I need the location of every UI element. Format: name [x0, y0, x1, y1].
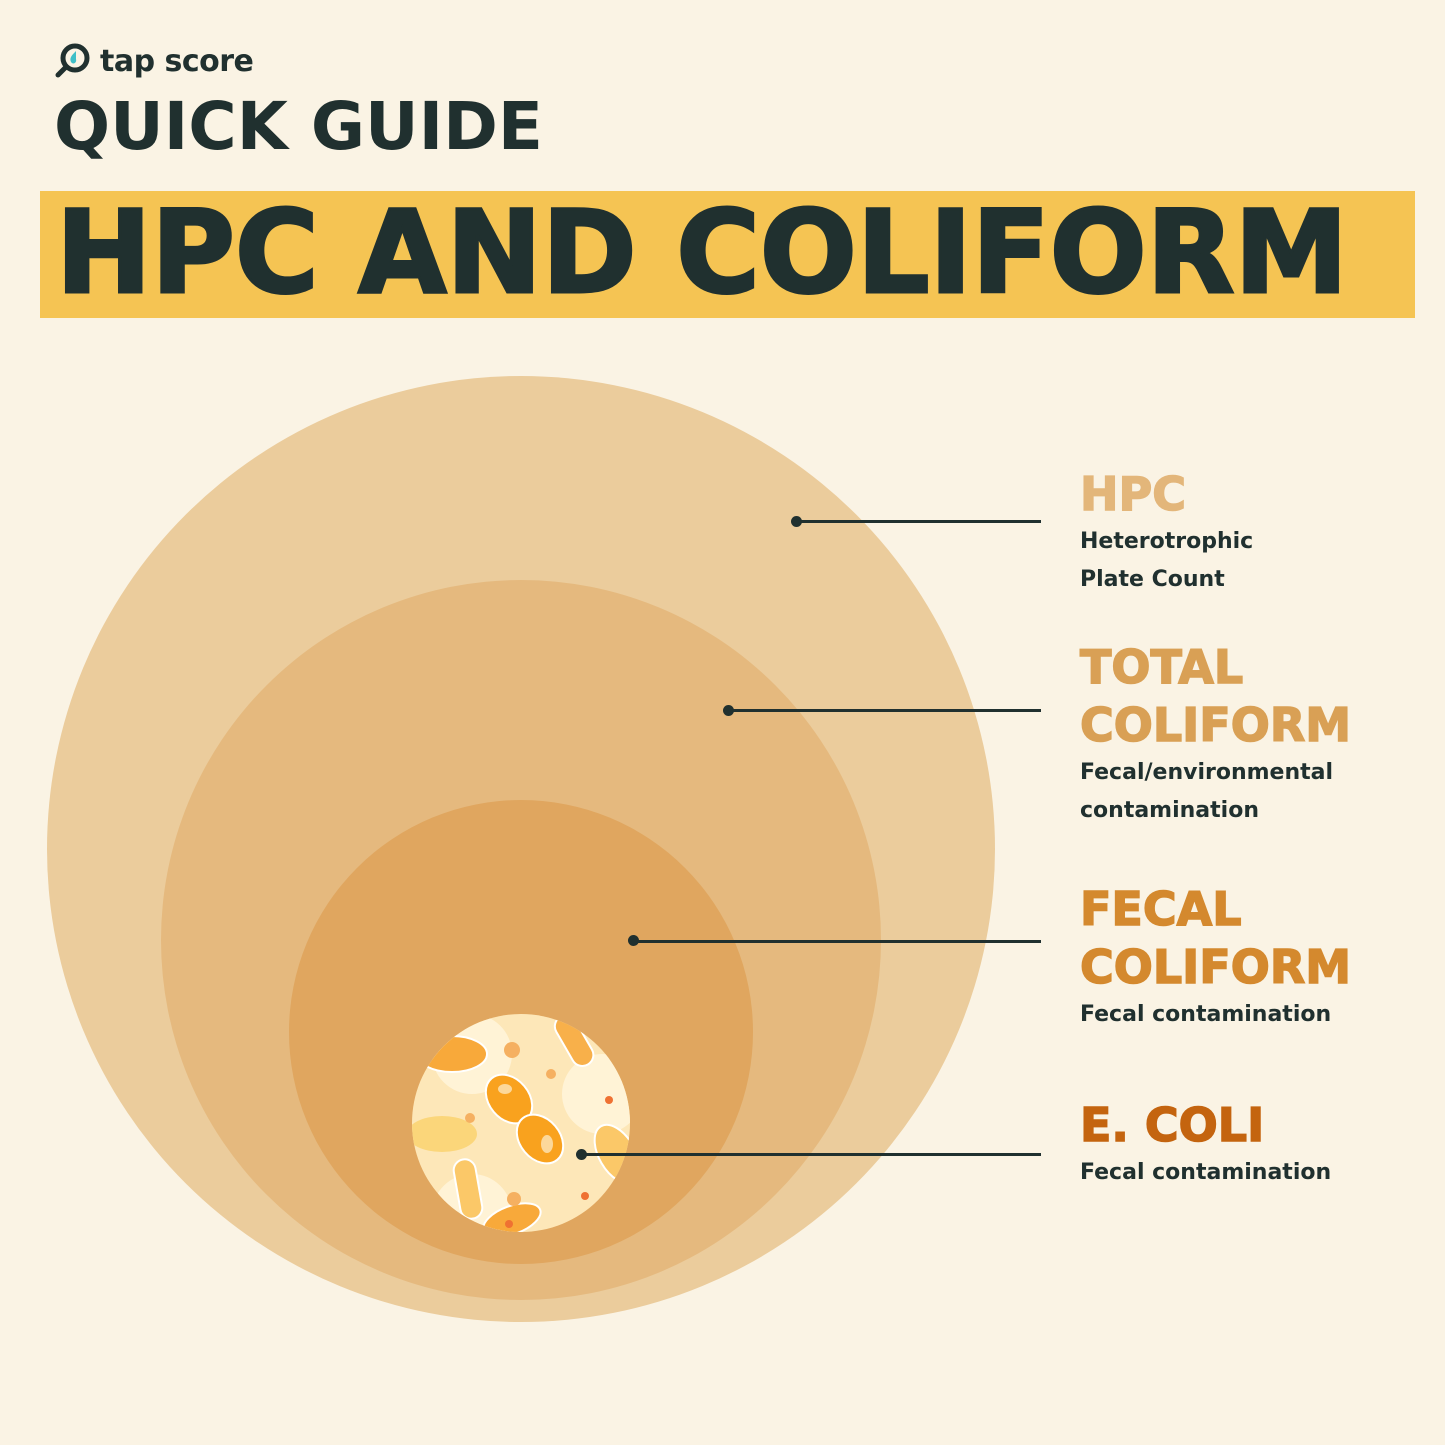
- hpc-desc-line: Heterotrophic: [1080, 529, 1254, 554]
- total-coliform-desc-line: Fecal/environmental: [1080, 760, 1334, 785]
- page-subtitle: QUICK GUIDE: [54, 88, 544, 165]
- e-coli-title: E. COLI: [1079, 1097, 1265, 1153]
- e-coli-desc-line: Fecal contamination: [1080, 1160, 1332, 1185]
- fecal-coliform-title: FECAL: [1079, 881, 1242, 937]
- fecal-coliform-label: FECAL COLIFORM Fecal contamination: [1079, 880, 1352, 1034]
- magnifier-drop-icon: [55, 43, 90, 78]
- total-coliform-title: TOTAL: [1079, 639, 1244, 695]
- e-coli-connector-line: [581, 1153, 1041, 1156]
- hpc-connector-line: [796, 520, 1041, 523]
- brand-name: tap score: [100, 43, 254, 79]
- hpc-label: HPC Heterotrophic Plate Count: [1079, 465, 1254, 599]
- fecal-coliform-desc-line: Fecal contamination: [1080, 1002, 1332, 1027]
- e-coli-dot: [576, 1149, 587, 1160]
- fecal-coliform-connector-line: [633, 940, 1041, 943]
- total-coliform-label: TOTAL COLIFORM Fecal/environmental conta…: [1079, 638, 1352, 830]
- total-coliform-desc-line: contamination: [1080, 798, 1259, 823]
- brand-logo: tap score: [54, 42, 254, 80]
- hpc-dot: [791, 516, 802, 527]
- total-coliform-dot: [723, 705, 734, 716]
- total-coliform-connector-line: [728, 709, 1041, 712]
- e-coli-label: E. COLI Fecal contamination: [1079, 1096, 1332, 1192]
- hpc-desc-line: Plate Count: [1080, 567, 1225, 592]
- page-title: HPC AND COLIFORM: [55, 186, 1350, 319]
- total-coliform-title: COLIFORM: [1079, 697, 1352, 753]
- hpc-title: HPC: [1079, 466, 1186, 522]
- fecal-coliform-title: COLIFORM: [1079, 939, 1352, 995]
- fecal-coliform-dot: [628, 935, 639, 946]
- title-banner: [40, 191, 1415, 318]
- e-coli-microscope-image: [412, 1014, 630, 1232]
